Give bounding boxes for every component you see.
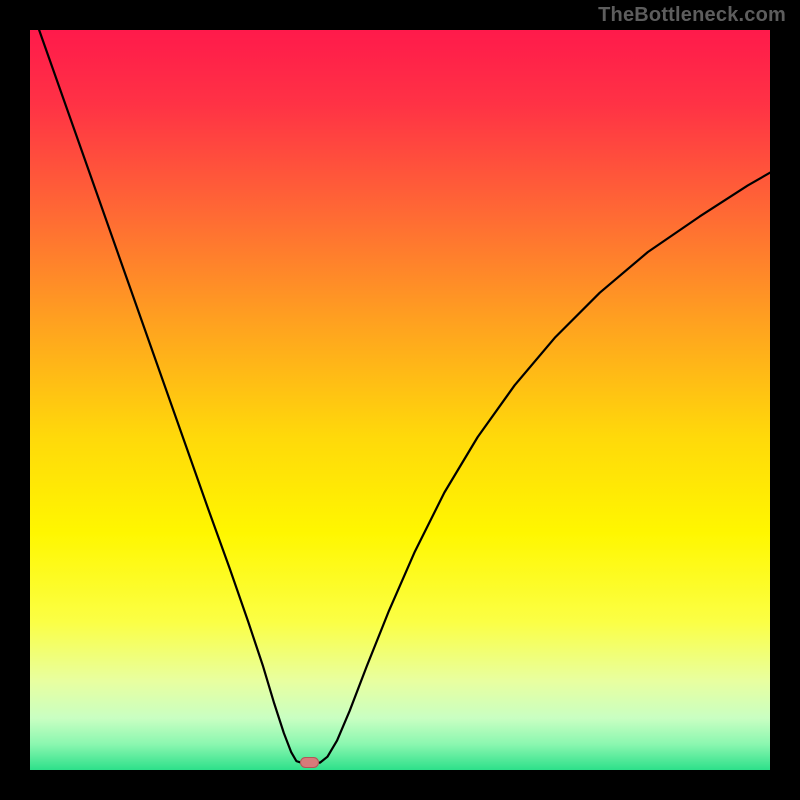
chart-frame: TheBottleneck.com	[0, 0, 800, 800]
plot-area	[30, 30, 770, 770]
bottleneck-curve	[30, 30, 770, 770]
optimal-point-marker	[300, 757, 319, 768]
source-watermark: TheBottleneck.com	[598, 4, 786, 27]
